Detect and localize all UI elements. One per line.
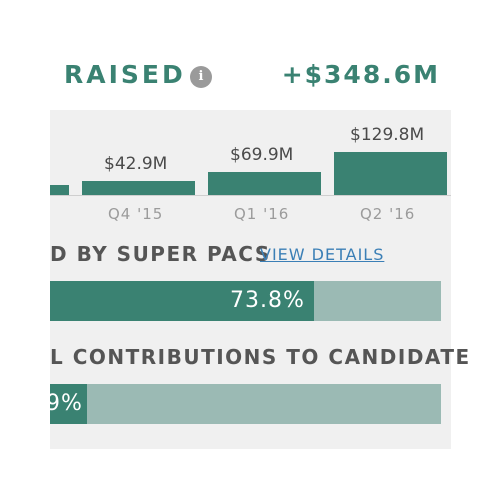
view-details-link[interactable]: VIEW DETAILS — [260, 245, 385, 264]
contributions-percent: 9% — [46, 391, 83, 416]
quarter-bar — [82, 181, 195, 195]
quarter-bar — [334, 152, 447, 195]
chart-baseline — [50, 195, 451, 196]
raised-total: +$348.6M — [281, 60, 440, 89]
super-pacs-percent: 73.8% — [230, 288, 305, 313]
header: RAISED i +$348.6M — [0, 0, 500, 110]
contributions-title: L CONTRIBUTIONS TO CANDIDATE — [50, 345, 471, 369]
contributions-bar-track — [50, 384, 441, 424]
info-icon[interactable]: i — [190, 66, 212, 88]
quarter-value: $42.9M — [104, 154, 168, 174]
quarter-value: $69.9M — [230, 145, 294, 165]
quarter-label: Q2 '16 — [360, 205, 416, 223]
super-pacs-title: D BY SUPER PACS — [50, 242, 271, 266]
quarter-label: Q1 '16 — [234, 205, 290, 223]
raised-label: RAISED — [64, 60, 186, 89]
fundraising-panel: $42.9M Q4 '15 $69.9M Q1 '16 $129.8M Q2 '… — [46, 110, 469, 449]
super-pacs-bar-fill — [50, 281, 314, 321]
quarter-value: $129.8M — [350, 125, 425, 145]
quarter-bar — [208, 172, 321, 195]
contributions-bar-fill — [50, 384, 87, 424]
quarter-label: Q4 '15 — [108, 205, 164, 223]
quarter-bar — [50, 185, 69, 195]
